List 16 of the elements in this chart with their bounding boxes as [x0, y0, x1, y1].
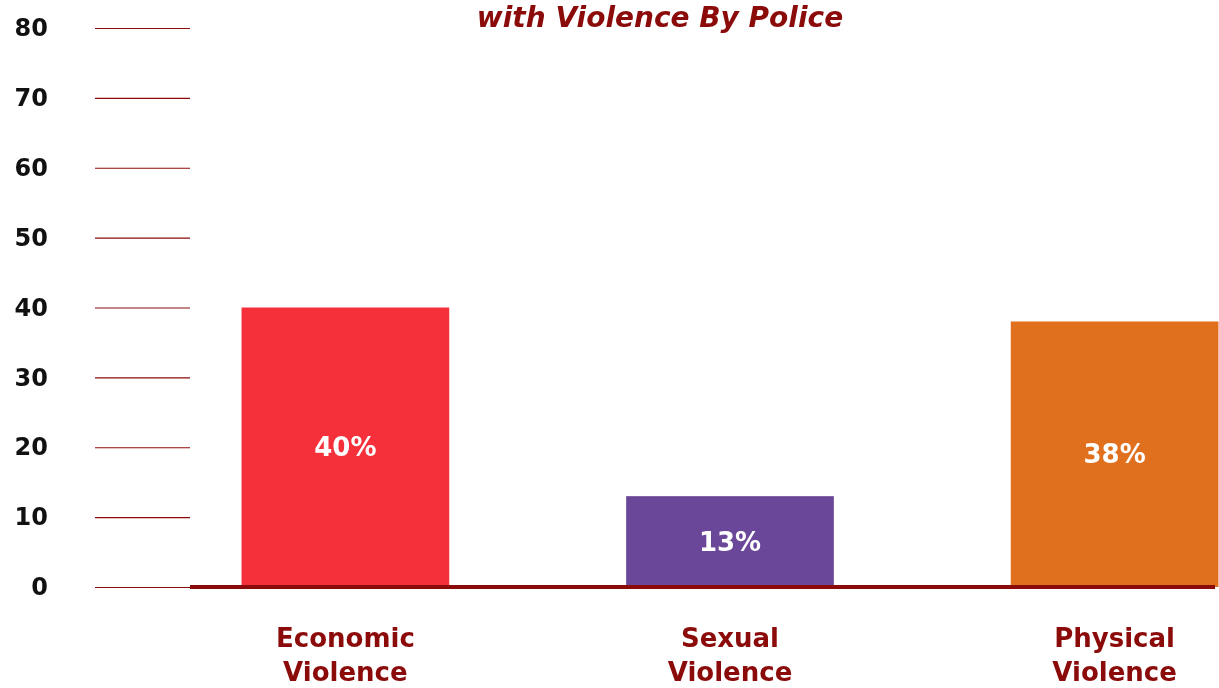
y-tick-label: 50 [14, 223, 48, 252]
y-tick-label: 0 [31, 573, 48, 602]
y-tick-label: 30 [14, 363, 48, 392]
data-label: 13% [698, 526, 762, 557]
y-tick-label: 10 [14, 503, 48, 532]
data-label: 38% [1083, 439, 1146, 470]
x-tick-label: Economic Violence [275, 623, 415, 687]
y-tick-label: 20 [14, 433, 48, 462]
y-tick-label: 70 [14, 84, 48, 113]
y-tick-label: 60 [14, 153, 48, 182]
y-tick-label: 80 [14, 14, 48, 43]
chart-title: with Violence By Police [476, 1, 844, 34]
y-tick-label: 40 [14, 293, 48, 322]
x-tick-label: Physical Violence [1052, 623, 1177, 687]
data-label: 40% [314, 432, 377, 463]
x-tick-label: Sexual Violence [667, 623, 793, 687]
